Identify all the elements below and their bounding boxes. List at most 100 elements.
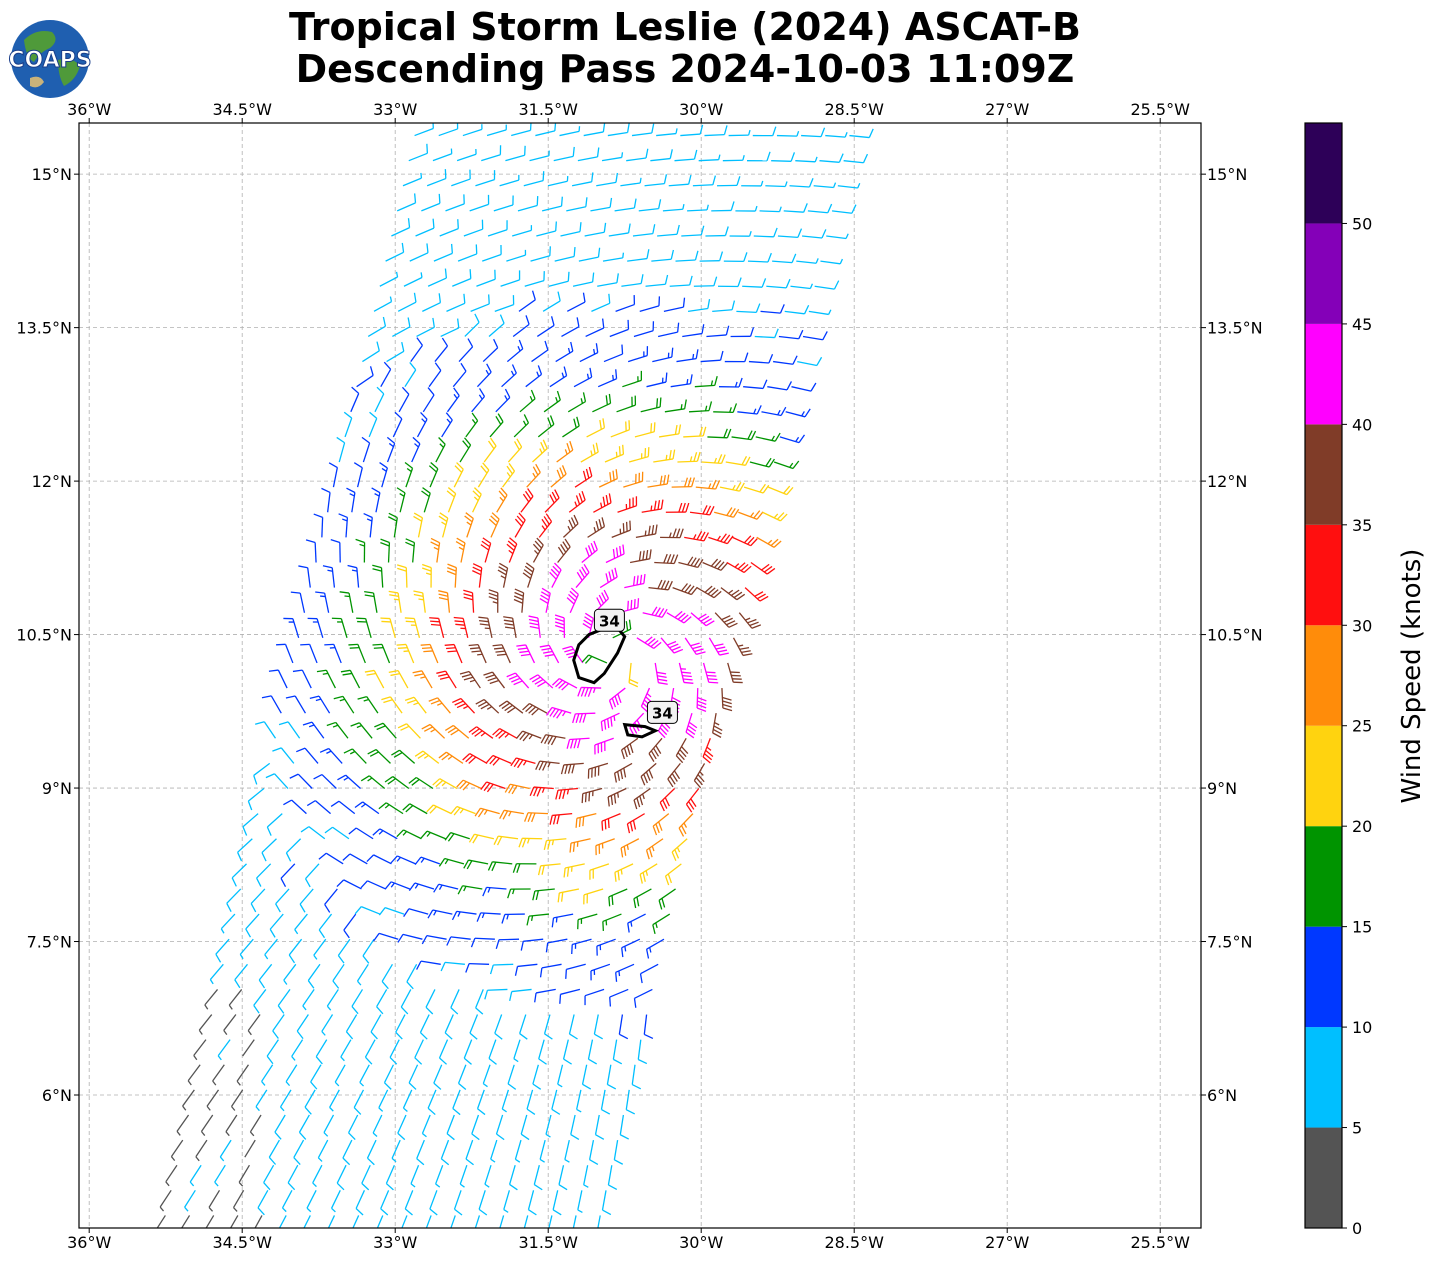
wind-barb-feather <box>547 417 552 427</box>
wind-barb-feather <box>636 575 639 585</box>
wind-barb-feather <box>351 386 360 394</box>
wind-barb <box>524 271 545 287</box>
wind-barb-feather <box>673 554 679 564</box>
wind-barb-half-feather <box>618 970 621 977</box>
wind-barb-feather <box>427 1107 436 1116</box>
wind-barb <box>307 617 324 639</box>
wind-barb-feather <box>413 193 417 203</box>
wind-barb <box>444 643 463 664</box>
wind-barb-feather <box>715 646 726 650</box>
wind-barb <box>477 462 490 488</box>
wind-barb-feather <box>704 585 713 593</box>
wind-barb <box>379 462 388 488</box>
wind-barb-staff <box>296 1014 309 1032</box>
wind-barb-feather <box>661 898 666 908</box>
wind-barb-feather <box>710 589 719 597</box>
wind-barb <box>576 1089 582 1113</box>
wind-barb-feather <box>397 647 408 649</box>
wind-barb <box>698 154 721 162</box>
wind-barb-staff <box>490 1139 498 1160</box>
wind-barb <box>416 1139 425 1166</box>
wind-barb-half-feather <box>655 922 658 929</box>
wind-barb <box>249 1114 262 1137</box>
wind-barb-feather <box>642 550 645 561</box>
wind-barb-staff <box>643 1014 648 1035</box>
wind-barb <box>350 386 360 413</box>
wind-barb-feather <box>438 193 441 204</box>
wind-barb-staff <box>639 305 660 312</box>
wind-barb-feather <box>723 617 733 623</box>
wind-barb-feather <box>492 644 503 647</box>
wind-barb-feather <box>675 528 681 538</box>
wind-barb-half-feather <box>176 1130 181 1136</box>
wind-barb-feather <box>268 1156 277 1165</box>
wind-barb-half-feather <box>334 1081 340 1087</box>
wind-barb <box>801 127 826 138</box>
wind-barb <box>675 737 689 764</box>
wind-barb-staff <box>247 788 265 802</box>
wind-barb <box>313 938 327 960</box>
wind-barb-feather <box>726 620 736 626</box>
wind-barb-feather <box>347 564 357 569</box>
wind-barb-feather <box>597 247 601 258</box>
wind-barb <box>414 1039 424 1065</box>
wind-barb-feather <box>660 499 664 510</box>
wind-barb-feather <box>245 928 252 938</box>
wind-barb-feather <box>687 585 695 594</box>
wind-barb <box>378 1089 389 1112</box>
wind-barb-feather <box>372 828 381 836</box>
wind-barb <box>283 617 300 639</box>
wind-barb-feather <box>471 1133 480 1141</box>
wind-barb <box>253 989 267 1014</box>
wind-barb-feather <box>326 721 336 727</box>
wind-barb-staff <box>427 1089 437 1109</box>
wind-barb-feather <box>532 543 541 552</box>
wind-barb-feather <box>372 643 383 646</box>
wind-barb-staff <box>359 1064 370 1083</box>
contour-label-box <box>593 608 625 632</box>
wind-barb-staff <box>560 230 581 237</box>
wind-barb <box>773 355 798 365</box>
wind-barb-staff <box>609 328 629 338</box>
wind-barb-half-feather <box>481 912 485 919</box>
wind-barb-staff <box>538 1039 545 1060</box>
wind-barb-staff <box>268 1139 280 1158</box>
wind-barb-staff <box>398 394 410 413</box>
wind-barb <box>593 1014 603 1040</box>
wind-barb <box>684 531 710 542</box>
wind-barb-staff <box>355 827 374 840</box>
wind-barb-feather <box>383 699 393 704</box>
wind-barb-staff <box>594 1114 600 1135</box>
wind-barb-feather <box>424 1234 431 1240</box>
wind-barb-feather <box>688 174 692 185</box>
wind-barb <box>342 853 368 865</box>
wind-barb-feather <box>687 725 697 732</box>
wind-barb-feather <box>552 1209 562 1216</box>
wind-barb-feather <box>441 337 449 347</box>
wind-barb-half-feather <box>223 1030 228 1036</box>
wind-barb-feather <box>707 587 716 595</box>
wind-barb-staff <box>532 1064 539 1085</box>
wind-barb-feather <box>292 669 303 673</box>
wind-barb-staff <box>627 257 648 262</box>
wind-barb-feather <box>779 304 785 314</box>
wind-barb <box>537 415 555 438</box>
wind-barb-feather <box>816 356 823 366</box>
wind-barb-staff <box>600 1089 606 1110</box>
wind-barb <box>436 670 457 689</box>
wind-barb-feather <box>618 446 621 456</box>
wind-barb-feather <box>555 624 565 629</box>
wind-barb <box>687 204 709 212</box>
wind-barb-feather <box>560 544 567 553</box>
wind-barb <box>790 283 814 290</box>
wind-barb-feather <box>529 674 539 681</box>
wind-barb-feather <box>712 732 722 738</box>
wind-barb-half-feather <box>208 1206 214 1212</box>
wind-barb <box>440 961 465 972</box>
wind-barb-half-feather <box>771 435 775 441</box>
wind-barb <box>396 564 408 588</box>
wind-barb <box>712 300 736 313</box>
wind-barb-staff <box>831 210 852 214</box>
wind-barb <box>159 1189 172 1212</box>
